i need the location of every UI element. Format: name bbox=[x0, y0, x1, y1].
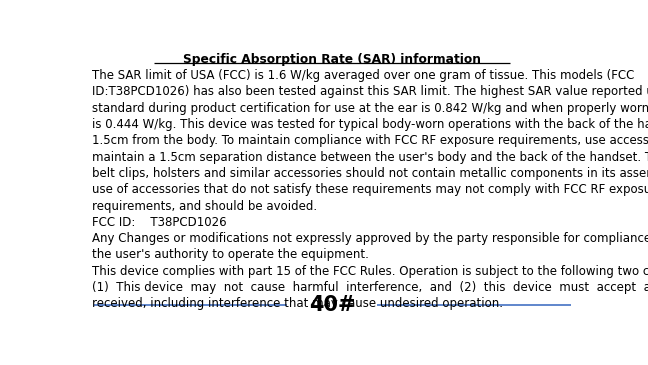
Text: use of accessories that do not satisfy these requirements may not comply with FC: use of accessories that do not satisfy t… bbox=[92, 183, 648, 196]
Text: Any Changes or modifications not expressly approved by the party responsible for: Any Changes or modifications not express… bbox=[92, 232, 648, 245]
Text: 40#: 40# bbox=[309, 295, 355, 315]
Text: FCC ID:    T38PCD1026: FCC ID: T38PCD1026 bbox=[92, 216, 227, 229]
Text: is 0.444 W/kg. This device was tested for typical body-worn operations with the : is 0.444 W/kg. This device was tested fo… bbox=[92, 118, 648, 131]
Text: standard during product certification for use at the ear is 0.842 W/kg and when : standard during product certification fo… bbox=[92, 102, 648, 115]
Text: received, including interference that may cause undesired operation.: received, including interference that ma… bbox=[92, 297, 503, 310]
Text: requirements, and should be avoided.: requirements, and should be avoided. bbox=[92, 200, 317, 212]
Text: (1)  This device  may  not  cause  harmful  interference,  and  (2)  this  devic: (1) This device may not cause harmful in… bbox=[92, 281, 648, 294]
Text: belt clips, holsters and similar accessories should not contain metallic compone: belt clips, holsters and similar accesso… bbox=[92, 167, 648, 180]
Text: the user's authority to operate the equipment.: the user's authority to operate the equi… bbox=[92, 249, 369, 261]
Text: This device complies with part 15 of the FCC Rules. Operation is subject to the : This device complies with part 15 of the… bbox=[92, 265, 648, 278]
Text: 1.5cm from the body. To maintain compliance with FCC RF exposure requirements, u: 1.5cm from the body. To maintain complia… bbox=[92, 134, 648, 147]
Text: Specific Absorption Rate (SAR) information: Specific Absorption Rate (SAR) informati… bbox=[183, 53, 481, 66]
Text: ID:T38PCD1026) has also been tested against this SAR limit. The highest SAR valu: ID:T38PCD1026) has also been tested agai… bbox=[92, 85, 648, 99]
Text: The SAR limit of USA (FCC) is 1.6 W/kg averaged over one gram of tissue. This mo: The SAR limit of USA (FCC) is 1.6 W/kg a… bbox=[92, 69, 634, 82]
Text: maintain a 1.5cm separation distance between the user's body and the back of the: maintain a 1.5cm separation distance bet… bbox=[92, 151, 648, 164]
